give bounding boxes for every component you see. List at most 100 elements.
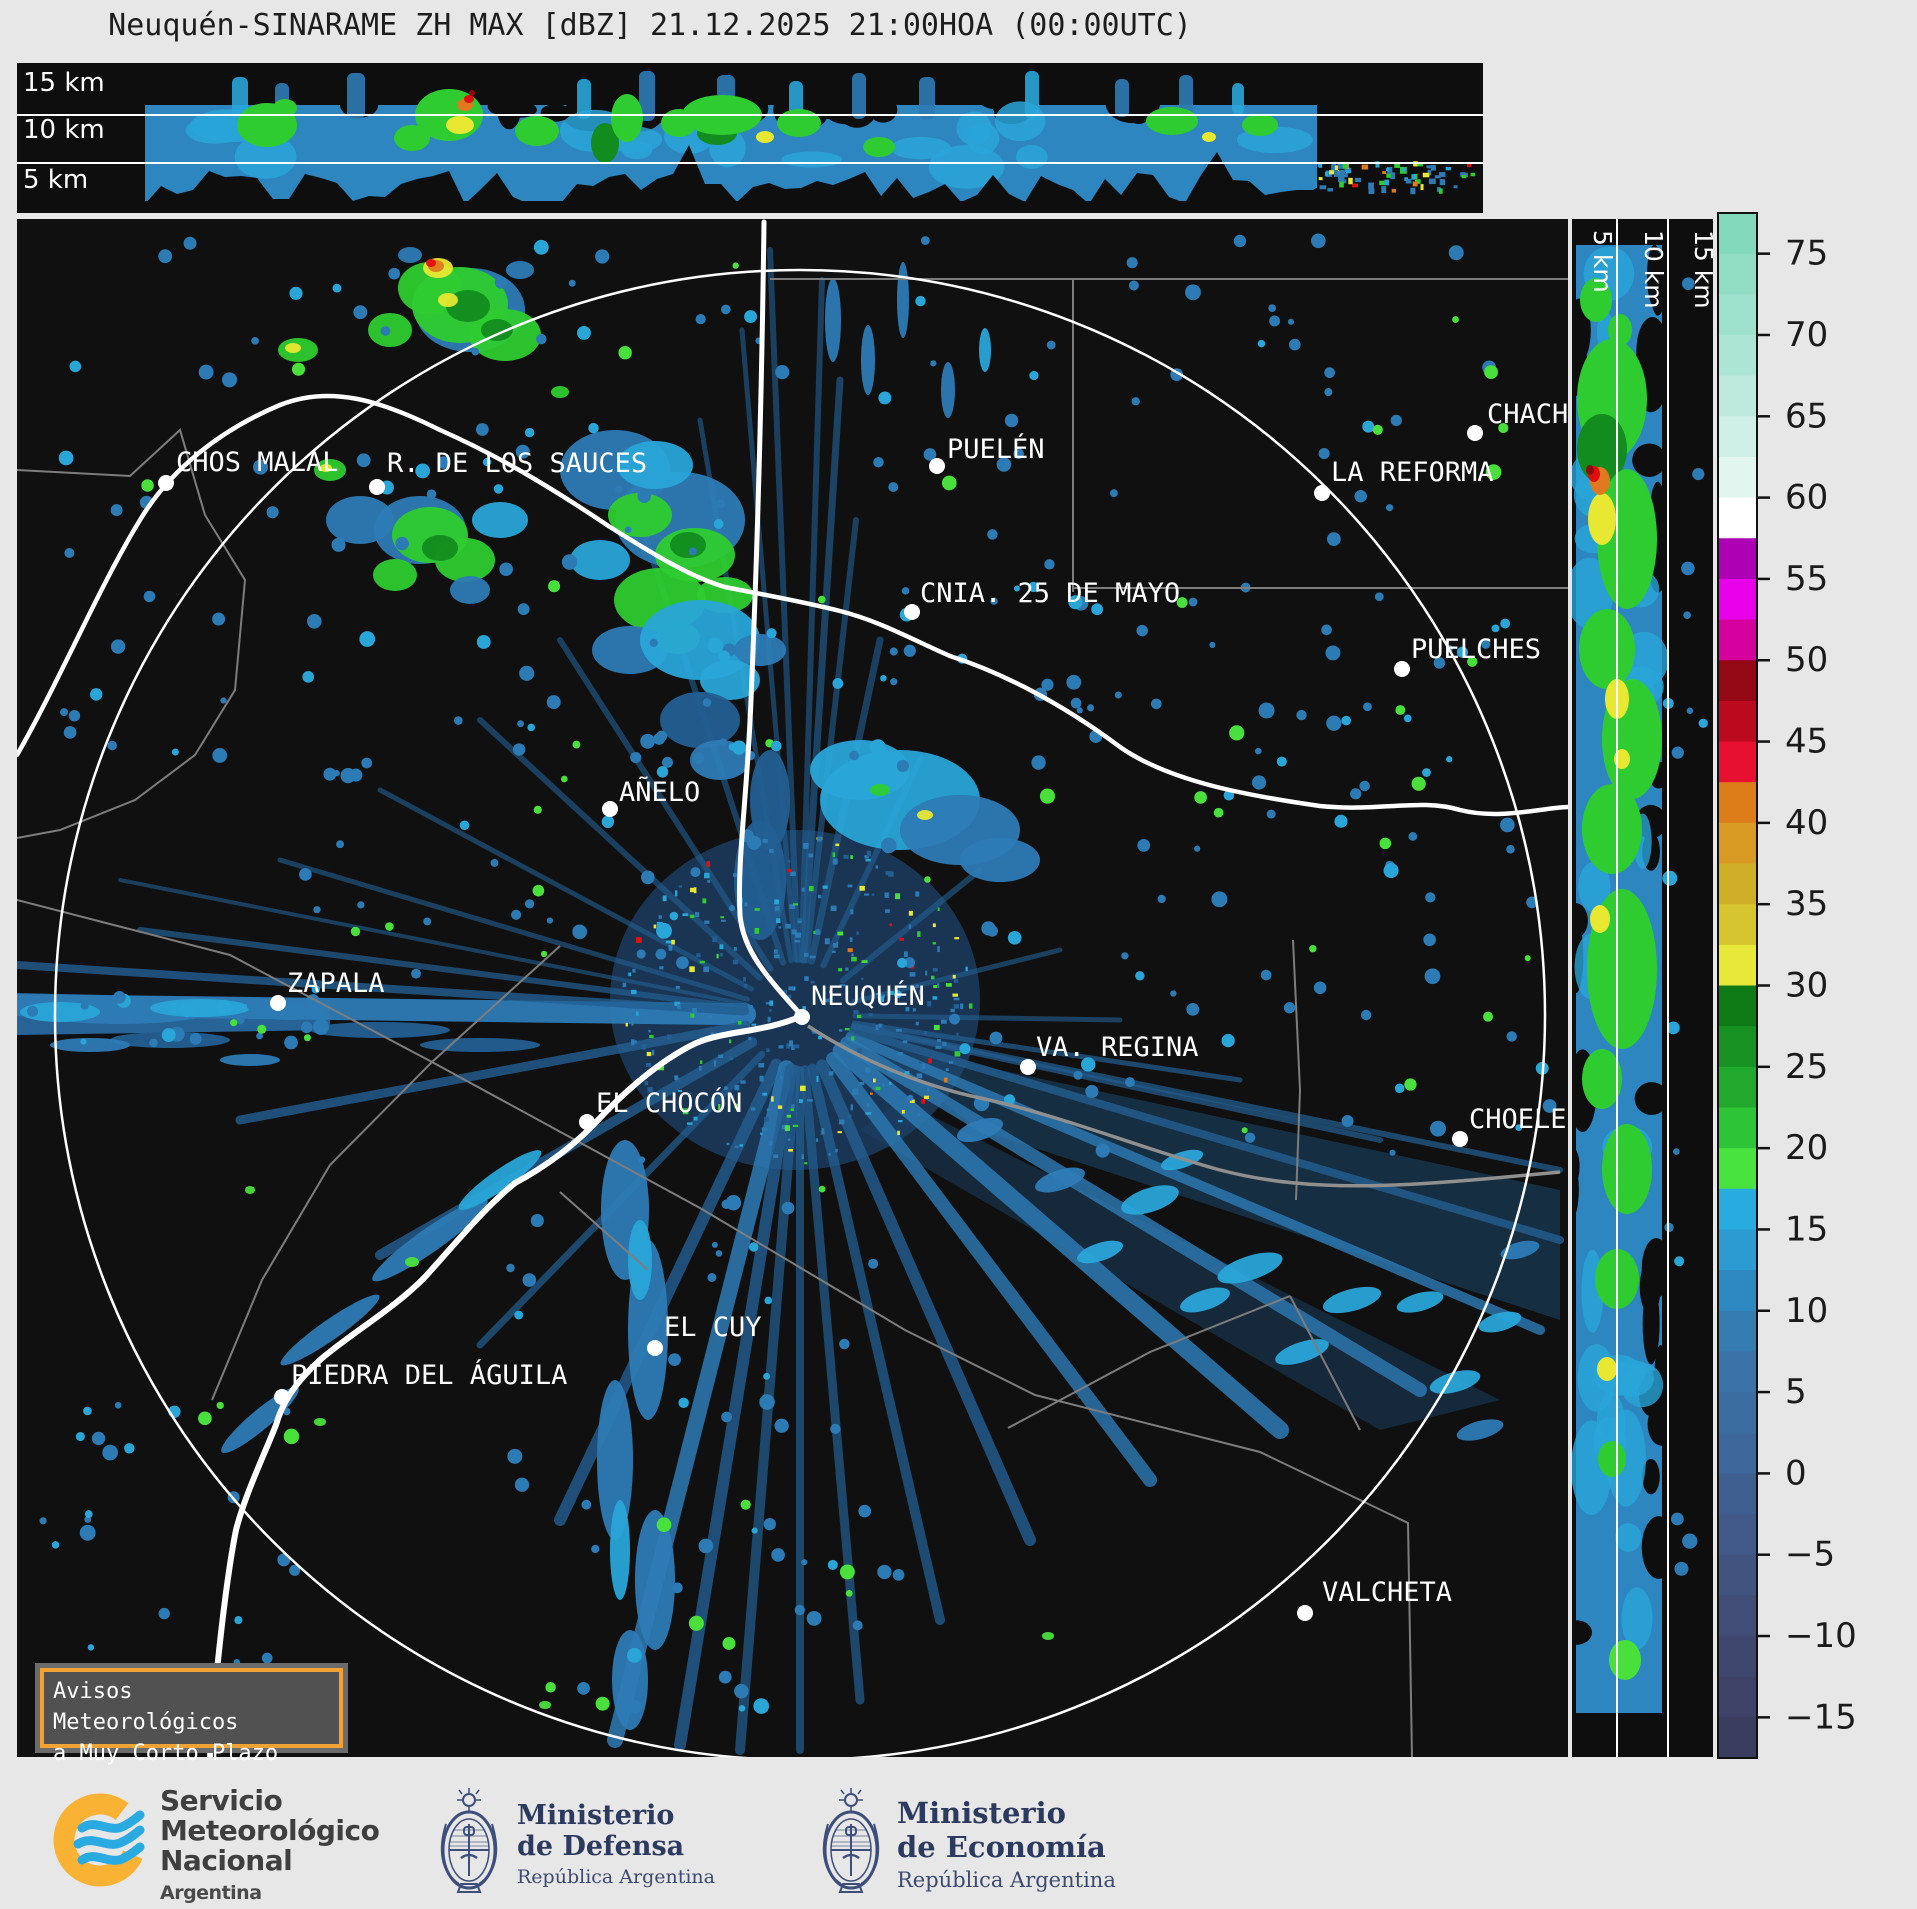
city-dot <box>904 604 920 620</box>
colorbar-tick-label: 45 <box>1785 722 1828 762</box>
rivers <box>17 219 1568 1757</box>
dbz-colorbar: 75 70 65 60 55 50 45 40 35 30 25 20 15 10 5 0 −5 −10 −15 <box>1714 205 1917 1805</box>
smn-wordmark: Servicio Meteorológico Nacional Argentin… <box>160 1784 380 1908</box>
rio-negro <box>807 1024 1561 1188</box>
city-label: AÑELO <box>619 776 700 808</box>
city-dot <box>369 479 385 495</box>
smn-line: Nacional <box>160 1844 293 1877</box>
colorbar-tick-label: −15 <box>1785 1697 1857 1737</box>
city-dot <box>1467 425 1483 441</box>
ns-cross-section-panel: 5 km 10 km 15 km <box>1572 219 1713 1757</box>
city-label: CHACH <box>1487 399 1568 430</box>
altitude-label: 10 km <box>23 115 105 145</box>
ministry-line: Ministerio <box>897 1796 1067 1830</box>
city-marker: ZAPALA <box>270 968 385 1011</box>
altitude-label: 15 km <box>23 68 105 98</box>
city-label: EL CUY <box>664 1312 762 1343</box>
colorbar-tick-label: 70 <box>1785 315 1828 355</box>
city-dot <box>1452 1131 1468 1147</box>
colorbar-tick-label: 35 <box>1785 884 1828 924</box>
city-marker: VALCHETA <box>1297 1577 1452 1621</box>
warning-line1: Avisos Meteorológicos <box>53 1679 239 1735</box>
city-dot <box>1394 661 1410 677</box>
argentina-coat-of-arms-icon <box>440 1788 498 1893</box>
colorbar-tick-label: 25 <box>1785 1047 1828 1087</box>
smn-line: Meteorológico <box>160 1814 380 1847</box>
city-label: CNIA. 25 DE MAYO <box>920 578 1180 609</box>
colorbar-tick-label: 75 <box>1785 234 1828 274</box>
ew-echoes <box>17 71 1483 213</box>
rio-colorado <box>17 393 1568 817</box>
warning-box: Avisos Meteorológicos a Muy Corto Plazo <box>35 1663 348 1766</box>
altitude-label: 15 km <box>1689 230 1713 309</box>
city-dot <box>158 475 174 491</box>
ministry-subtitle: República Argentina <box>897 1868 1116 1892</box>
city-marker: CHACH <box>1467 399 1568 441</box>
argentina-coat-of-arms-icon <box>822 1788 880 1893</box>
city-label: CHOELE <box>1469 1104 1567 1135</box>
radar-map-panel: CHOS MALAL R. DE LOS SAUCES PUELÉN CHACH LA … <box>17 219 1568 1757</box>
city-marker: CHOS MALAL <box>158 447 339 491</box>
city-dot <box>1297 1605 1313 1621</box>
city-label: EL CHOCÓN <box>596 1087 742 1119</box>
city-dot <box>274 1389 290 1405</box>
city-marker: EL CUY <box>647 1312 762 1356</box>
warning-line2: a Muy Corto Plazo <box>53 1741 279 1766</box>
ew-cross-section-panel: 15 km 10 km 5 km <box>17 63 1483 213</box>
city-label: PIEDRA DEL ÁGUILA <box>291 1359 567 1391</box>
city-marker: PUELCHES <box>1394 634 1541 677</box>
city-dot <box>270 995 286 1011</box>
range-ring <box>53 268 1547 1757</box>
colorbar-tick-label: 30 <box>1785 966 1828 1006</box>
ministerio-defensa-wordmark: Ministerio de Defensa República Argentin… <box>517 1800 715 1888</box>
colorbar-tick-label: 5 <box>1785 1372 1807 1412</box>
city-marker: CNIA. 25 DE MAYO <box>904 578 1180 620</box>
city-dot <box>579 1114 595 1130</box>
city-marker: AÑELO <box>602 776 700 817</box>
colorbar-tick-label: 65 <box>1785 396 1828 436</box>
province-boundaries <box>17 278 1568 1757</box>
city-label: PUELCHES <box>1411 634 1541 665</box>
ministry-line: de Economía <box>897 1830 1106 1864</box>
city-marker: EL CHOCÓN <box>579 1087 742 1130</box>
city-dot <box>1314 485 1330 501</box>
radar-map-plot: CHOS MALAL R. DE LOS SAUCES PUELÉN CHACH LA … <box>17 219 1568 1757</box>
ministerio-economia-wordmark: Ministerio de Economía República Argenti… <box>897 1796 1116 1892</box>
colorbar-tick-label: 20 <box>1785 1128 1828 1168</box>
city-marker: PIEDRA DEL ÁGUILA <box>274 1359 567 1405</box>
colorbar-tick-label: −10 <box>1785 1616 1857 1656</box>
figure-title: Neuquén-SINARAME ZH MAX [dBZ] 21.12.2025… <box>108 8 1192 43</box>
ns-echoes <box>1572 219 1713 1757</box>
colorbar-tick-label: 15 <box>1785 1209 1828 1249</box>
city-marker: CHOELE <box>1452 1104 1567 1147</box>
colorbar-tick-label: 40 <box>1785 803 1828 843</box>
city-label: LA REFORMA <box>1331 457 1494 488</box>
colorbar-tick-label: 60 <box>1785 478 1828 518</box>
city-markers: CHOS MALAL R. DE LOS SAUCES PUELÉN CHACH LA … <box>158 399 1568 1621</box>
city-marker: NEUQUÉN <box>794 980 925 1025</box>
city-label: VA. REGINA <box>1036 1032 1199 1063</box>
rio-limay <box>207 1013 805 1757</box>
smn-line: Servicio <box>160 1784 283 1817</box>
ministry-line: de Defensa <box>517 1831 685 1862</box>
city-dot <box>647 1340 663 1356</box>
city-label: PUELÉN <box>947 433 1045 465</box>
city-label: CHOS MALAL <box>176 447 339 478</box>
city-marker: PUELÉN <box>929 433 1045 474</box>
city-marker: VA. REGINA <box>1020 1032 1199 1075</box>
altitude-label: 5 km <box>1588 230 1617 293</box>
ns-cross-section-plot: 5 km 10 km 15 km <box>1572 219 1713 1757</box>
city-dot <box>929 458 945 474</box>
ministry-line: Ministerio <box>517 1800 675 1831</box>
city-label: R. DE LOS SAUCES <box>387 448 647 479</box>
altitude-label: 5 km <box>23 165 88 195</box>
city-marker: R. DE LOS SAUCES <box>369 448 647 495</box>
city-label: ZAPALA <box>287 968 385 999</box>
city-label: NEUQUÉN <box>811 980 925 1012</box>
warning-box-frame: Avisos Meteorológicos a Muy Corto Plazo <box>40 1668 343 1766</box>
smn-logo-icon <box>53 1793 147 1887</box>
rio-neuquen <box>736 219 805 1019</box>
city-dot <box>1020 1059 1036 1075</box>
